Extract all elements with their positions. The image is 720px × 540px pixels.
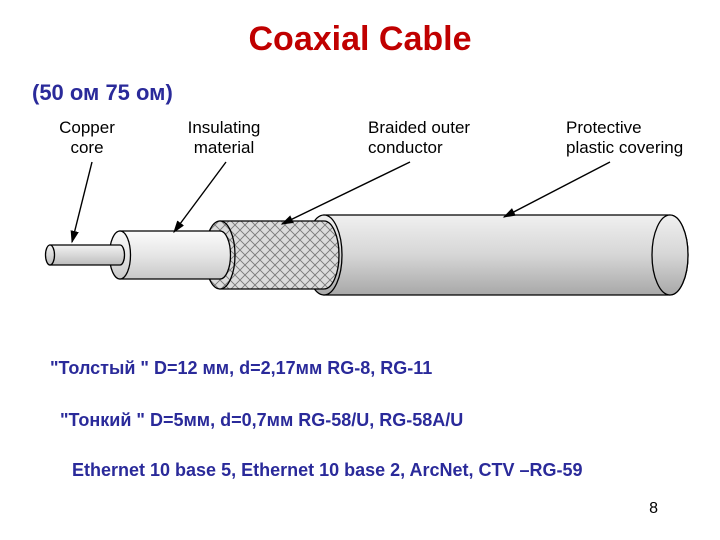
arrow-copper (72, 162, 92, 242)
page-number: 8 (649, 500, 658, 518)
layer-copper-core (46, 245, 125, 265)
page-title: Coaxial Cable (0, 20, 720, 59)
layer-plastic-covering (306, 215, 688, 295)
callout-plastic-covering: Protective plastic covering (566, 118, 686, 157)
callout-copper-core: Copper core (42, 118, 132, 157)
spec-thin: "Тонкий " D=5мм, d=0,7мм RG-58/U, RG-58A… (60, 410, 463, 431)
spec-ethernet: Ethernet 10 base 5, Ethernet 10 base 2, … (72, 460, 583, 481)
coaxial-cable-diagram (30, 160, 690, 330)
callout-braided-conductor: Braided outer conductor (368, 118, 488, 157)
spec-thick: "Толстый " D=12 мм, d=2,17мм RG-8, RG-11 (50, 358, 432, 379)
arrow-plastic (504, 162, 610, 217)
layer-insulating-material (110, 231, 231, 279)
callout-insulating-material: Insulating material (174, 118, 274, 157)
impedance-subtitle: (50 ом 75 ом) (32, 80, 173, 106)
